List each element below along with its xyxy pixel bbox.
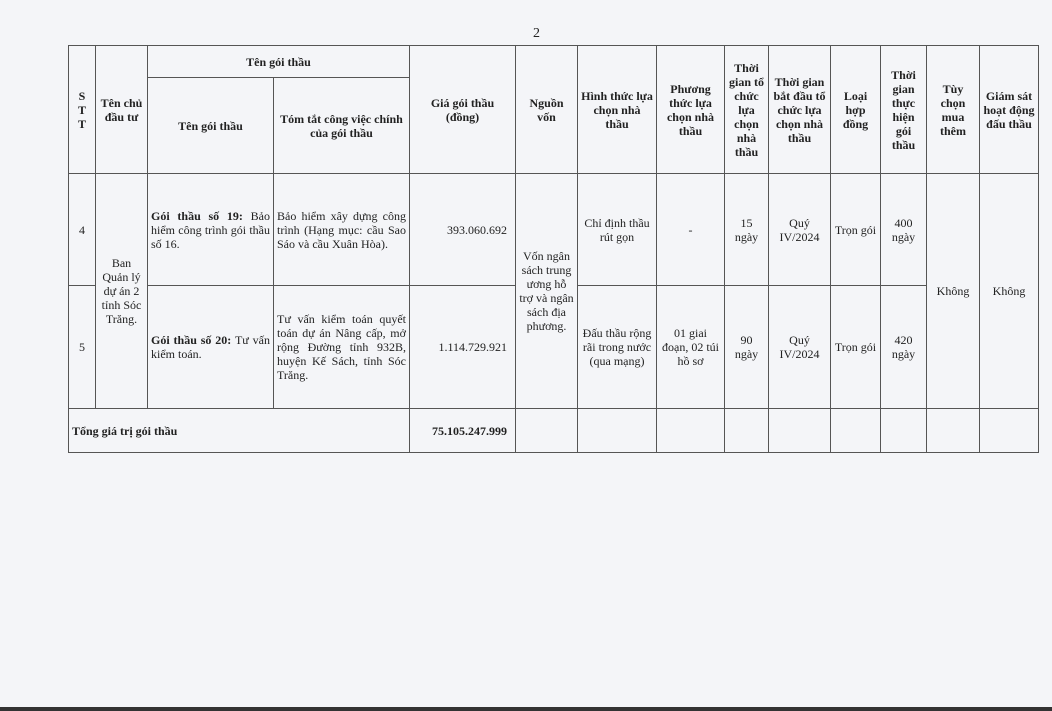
header-package-name: Tên gói thầu <box>147 77 274 174</box>
owner-cell: Ban Quản lý dự án 2 tỉnh Sóc Trăng. <box>95 173 148 409</box>
package-number: Gói thầu số 19: <box>151 208 243 223</box>
header-duration: Thời gian thực hiện gói thầu <box>880 45 927 174</box>
header-selection-method: Phương thức lựa chọn nhà thầu <box>656 45 725 174</box>
package-name: Tư vấn kiểm toán. <box>151 333 270 361</box>
price-cell: 393.060.692 <box>409 173 516 286</box>
duration-cell: 400 ngày <box>880 173 927 286</box>
header-package-group: Tên gói thầu <box>147 45 410 78</box>
header-summary: Tóm tắt công việc chính của gói thầu <box>273 77 410 174</box>
empty-cell <box>830 408 881 453</box>
header-selection-form: Hình thức lựa chọn nhà thầu <box>577 45 657 174</box>
row-stt: 5 <box>68 285 96 409</box>
start-time-cell: Quý IV/2024 <box>768 173 831 286</box>
source-cell: Vốn ngân sách trung ương hỗ trợ và ngân … <box>515 173 578 409</box>
header-option: Tùy chọn mua thêm <box>926 45 980 174</box>
package-name-cell: Gói thầu số 20: Tư vấn kiểm toán. <box>147 285 274 409</box>
total-row: Tổng giá trị gói thầu 75.105.247.999 <box>68 408 1039 453</box>
contract-type-cell: Trọn gói <box>830 173 881 286</box>
selection-time-cell: 90 ngày <box>724 285 769 409</box>
start-time-cell: Quý IV/2024 <box>768 285 831 409</box>
selection-form-cell: Đấu thầu rộng rãi trong nước (qua mạng) <box>577 285 657 409</box>
contract-type-cell: Trọn gói <box>830 285 881 409</box>
header-subrow: Tên gói thầu Tóm tắt công việc chính của… <box>69 77 1039 174</box>
header-owner: Tên chủ đầu tư <box>95 45 148 174</box>
table-row: 5 Gói thầu số 20: Tư vấn kiểm toán. Tư v… <box>68 285 1039 409</box>
monitoring-cell: Không <box>979 173 1039 409</box>
header-monitoring: Giám sát hoạt động đấu thầu <box>979 45 1039 174</box>
selection-time-cell: 15 ngày <box>724 173 769 286</box>
price-cell: 1.114.729.921 <box>409 285 516 409</box>
total-value: 75.105.247.999 <box>409 408 516 453</box>
empty-cell <box>656 408 725 453</box>
duration-cell: 420 ngày <box>880 285 927 409</box>
table-row: 4 Ban Quản lý dự án 2 tỉnh Sóc Trăng. Gó… <box>68 173 1039 409</box>
package-name: Bảo hiểm công trình gói thầu số 16. <box>151 208 270 251</box>
empty-cell <box>724 408 769 453</box>
header-stt: S T T <box>68 45 96 174</box>
empty-cell <box>926 408 980 453</box>
total-label: Tổng giá trị gói thầu <box>68 408 410 453</box>
header-source: Nguồn vốn <box>515 45 578 174</box>
summary-cell: Tư vấn kiểm toán quyết toán dự án Nâng c… <box>273 285 410 409</box>
package-name-cell: Gói thầu số 19: Bảo hiểm công trình gói … <box>147 173 274 286</box>
header-price: Giá gói thầu (đồng) <box>409 45 516 174</box>
header-row: S T T Tên chủ đầu tư Tên gói thầu Giá gó… <box>68 45 1039 174</box>
bidding-package-table: S T T Tên chủ đầu tư Tên gói thầu Giá gó… <box>68 45 1039 453</box>
package-number: Gói thầu số 20: <box>151 333 232 347</box>
selection-method-cell: 01 giai đoạn, 02 túi hồ sơ <box>656 285 725 409</box>
option-cell: Không <box>926 173 980 409</box>
header-selection-time: Thời gian tổ chức lựa chọn nhà thầu <box>724 45 769 174</box>
header-contract-type: Loại hợp đồng <box>830 45 881 174</box>
empty-cell <box>515 408 578 453</box>
page-number: 2 <box>533 26 540 41</box>
selection-method-cell: - <box>656 173 725 286</box>
page-bottom-edge <box>0 707 1052 711</box>
empty-cell <box>880 408 927 453</box>
selection-form-cell: Chỉ định thầu rút gọn <box>577 173 657 286</box>
header-start-time: Thời gian bắt đầu tổ chức lựa chọn nhà t… <box>768 45 831 174</box>
empty-cell <box>979 408 1039 453</box>
row-stt: 4 <box>68 173 96 286</box>
empty-cell <box>768 408 831 453</box>
summary-cell: Bảo hiểm xây dựng công trình (Hạng mục: … <box>273 173 410 286</box>
empty-cell <box>577 408 657 453</box>
